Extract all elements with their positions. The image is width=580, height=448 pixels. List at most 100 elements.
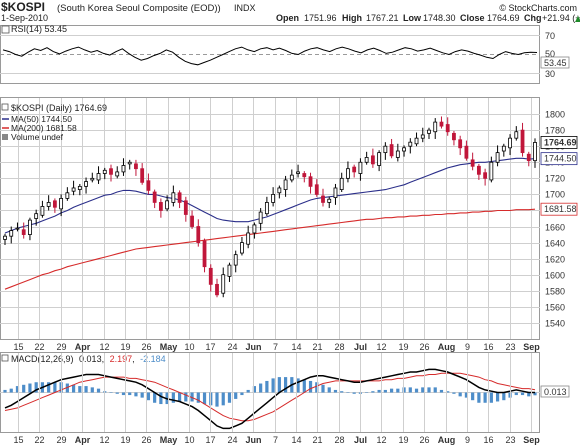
macd-histogram-bar	[227, 392, 232, 403]
candlestick	[196, 219, 201, 247]
macd-histogram-bar	[302, 379, 306, 393]
price-y-tick: 1600	[545, 271, 565, 281]
macd-histogram-bar	[315, 382, 319, 393]
price-tag: 1744.50	[540, 152, 578, 166]
candlestick	[71, 180, 76, 196]
price-panel: 1540156015801600162016401660168017001720…	[0, 97, 578, 352]
macd-histogram-bar	[433, 387, 437, 393]
open-value: 1751.96	[304, 13, 337, 23]
candlestick	[90, 172, 95, 183]
macd-histogram-bar	[96, 388, 101, 393]
macd-histogram-bar	[439, 389, 444, 393]
candlestick	[414, 132, 419, 147]
macd-histogram-bar	[389, 388, 394, 393]
price-x-tick: 17	[205, 342, 215, 352]
ma200-legend: MA(200) 1681.58	[11, 123, 77, 133]
macd-histogram-bar	[34, 382, 38, 393]
candlestick	[127, 159, 132, 170]
macd-histogram-bar	[47, 382, 51, 393]
rsi-legend-icon	[1, 25, 10, 34]
candlestick	[333, 183, 338, 205]
candlestick	[15, 222, 20, 232]
macd-histogram-bar	[446, 391, 450, 393]
macd-histogram-bar	[396, 388, 400, 393]
candlestick	[308, 172, 313, 194]
candlestick	[96, 166, 101, 184]
macd-histogram-bar	[246, 389, 250, 393]
macd-histogram-bar	[408, 387, 412, 393]
price-y-tick: 1620	[545, 255, 565, 265]
macd-histogram-bar	[252, 386, 257, 393]
macd-panel: MACD(12,26,9) 0.013, 2.197, -2.184 0.013…	[0, 352, 570, 445]
macd-histogram-bar	[283, 377, 288, 393]
macd-x-tick: 22	[34, 435, 44, 445]
macd-histogram-bar	[65, 383, 69, 393]
price-x-tick: 9	[465, 342, 470, 352]
candlestick	[439, 116, 444, 129]
candlestick	[134, 159, 138, 176]
macd-histogram-bar	[421, 387, 425, 393]
candlestick	[489, 156, 494, 183]
candlestick	[84, 177, 88, 194]
candlestick	[296, 164, 300, 178]
macd-histogram-bar	[184, 392, 188, 402]
candlestick	[146, 173, 151, 195]
candlestick	[215, 278, 219, 298]
candlestick	[408, 138, 413, 154]
macd-x-tick: Sep	[523, 435, 540, 445]
candlestick	[321, 188, 325, 207]
price-y-tick: 1580	[545, 287, 565, 297]
macd-histogram-bar	[427, 387, 431, 393]
volume-legend-icon	[2, 134, 8, 140]
candlestick	[264, 196, 269, 217]
macd-histogram-bar	[514, 392, 518, 396]
candlestick	[533, 138, 537, 168]
macd-x-tick: Jun	[245, 435, 261, 445]
close-label: Close	[460, 13, 485, 23]
macd-x-tick: 12	[376, 435, 386, 445]
candlestick	[389, 138, 394, 159]
price-tag-label: 1681.58	[544, 204, 577, 214]
macd-histogram-bar	[365, 392, 369, 393]
candlestick	[208, 264, 213, 292]
candlestick	[458, 135, 463, 156]
candlestick	[346, 161, 350, 183]
candlestick	[65, 187, 70, 201]
candlestick	[152, 189, 157, 209]
exchange-label: INDX	[234, 3, 256, 13]
macd-histogram-bar	[215, 392, 219, 407]
macd-histogram-bar	[202, 392, 207, 405]
macd-histogram-bar	[109, 392, 113, 393]
macd-histogram-bar	[90, 387, 94, 393]
candlestick	[445, 117, 450, 136]
candlestick	[470, 152, 475, 171]
candlestick	[52, 198, 57, 213]
price-tag: 1764.69	[540, 136, 578, 149]
candlestick	[514, 126, 519, 141]
price-x-tick: 26	[141, 342, 151, 352]
macd-histogram-bar	[296, 378, 300, 393]
macd-histogram-bar	[477, 392, 481, 403]
price-x-tick: Jun	[245, 342, 261, 352]
price-x-tick: 7	[273, 342, 278, 352]
candlestick	[202, 238, 207, 273]
macd-histogram-bar	[146, 392, 151, 401]
macd-histogram-bar	[171, 392, 175, 403]
candlestick	[339, 172, 344, 192]
rsi-tick-30: 30	[545, 69, 555, 79]
price-y-tick: 1640	[545, 239, 565, 249]
macd-histogram-bar	[121, 392, 126, 396]
rsi-last-value-tag: 53.45	[544, 58, 567, 68]
candlestick	[383, 142, 388, 160]
macd-x-tick: 17	[205, 435, 215, 445]
macd-histogram-bar	[277, 377, 281, 393]
macd-histogram-bar	[259, 383, 263, 393]
macd-histogram-bar	[471, 392, 475, 401]
candlestick	[258, 208, 263, 231]
macd-histogram-bar	[352, 392, 356, 394]
candlestick	[233, 250, 238, 273]
macd-histogram-bar	[134, 392, 138, 397]
candlestick	[102, 167, 107, 180]
macd-x-tick: 15	[13, 435, 23, 445]
price-x-tick: 22	[34, 342, 44, 352]
